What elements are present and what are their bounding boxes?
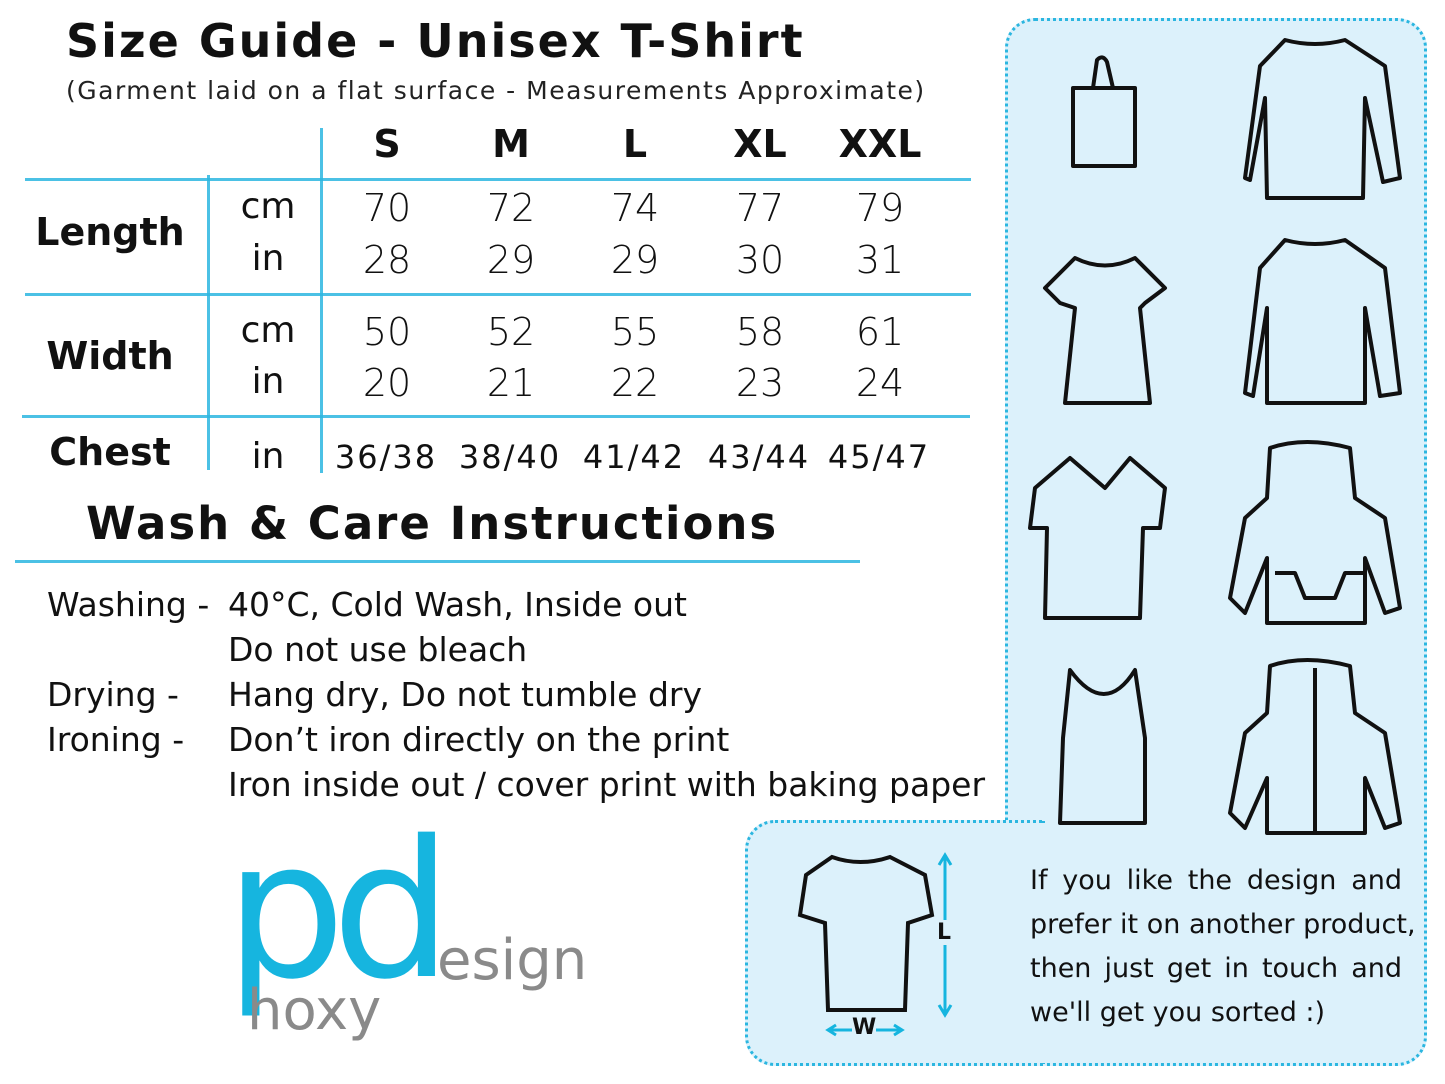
page-title: Size Guide - Unisex T-Shirt <box>66 14 805 68</box>
width-label: W <box>852 1015 877 1040</box>
message-line: then just get in touch and <box>1030 953 1402 984</box>
tank-top-icon <box>1058 668 1147 825</box>
care-label: Washing - <box>47 585 210 624</box>
logo-hoxy: hoxy <box>247 978 382 1043</box>
size-value: 29 <box>486 238 536 282</box>
zip-hoodie-icon <box>1228 658 1402 835</box>
row-label-width: Width <box>46 334 174 378</box>
size-value: 77 <box>735 186 785 230</box>
womens-tshirt-icon <box>1043 256 1167 405</box>
care-line: Hang dry, Do not tumble dry <box>228 675 702 714</box>
size-value: 50 <box>362 310 412 354</box>
unit-in: in <box>251 436 285 477</box>
size-value: 58 <box>735 310 785 354</box>
care-line: Iron inside out / cover print with bakin… <box>228 765 986 804</box>
unit-cm: cm <box>240 186 296 227</box>
message-line: If you like the design and <box>1030 865 1402 896</box>
chest-value: 38/40 <box>458 438 562 476</box>
size-value: 52 <box>486 310 536 354</box>
row-label-chest: Chest <box>49 430 171 474</box>
sweatshirt-icon <box>1243 238 1402 405</box>
size-value: 74 <box>610 186 660 230</box>
size-value: 72 <box>486 186 536 230</box>
divider <box>207 175 210 470</box>
divider <box>22 415 970 418</box>
size-value: 55 <box>610 310 660 354</box>
chest-value: 41/42 <box>582 438 686 476</box>
size-value: 70 <box>362 186 412 230</box>
unit-in: in <box>251 238 285 279</box>
care-line: Do not use bleach <box>228 630 528 669</box>
unit-in: in <box>251 361 285 402</box>
care-label: Ironing - <box>47 720 185 759</box>
chest-value: 36/38 <box>334 438 438 476</box>
size-value: 61 <box>855 310 905 354</box>
garment-panel <box>1005 18 1427 1066</box>
chest-value: 45/47 <box>827 438 931 476</box>
wash-title: Wash & Care Instructions <box>86 497 779 550</box>
subtitle: (Garment laid on a flat surface - Measur… <box>66 76 926 105</box>
row-label-length: Length <box>35 210 185 254</box>
size-value: 21 <box>486 361 536 405</box>
length-label: L <box>937 920 952 945</box>
logo-esign: esign <box>437 928 588 993</box>
care-label: Drying - <box>47 675 179 714</box>
divider <box>25 178 971 181</box>
size-header: XXL <box>838 122 922 166</box>
care-line: 40°C, Cold Wash, Inside out <box>228 585 687 624</box>
unit-cm: cm <box>240 310 296 351</box>
vneck-tshirt-icon <box>1028 456 1167 620</box>
size-value: 23 <box>735 361 785 405</box>
size-value: 30 <box>735 238 785 282</box>
size-header: S <box>373 122 401 166</box>
size-value: 20 <box>362 361 412 405</box>
care-line: Don’t iron directly on the print <box>228 720 730 759</box>
garment-icons <box>1028 38 1402 835</box>
chest-value: 43/44 <box>707 438 811 476</box>
size-value: 22 <box>610 361 660 405</box>
tshirt-measure-diagram <box>797 852 953 1037</box>
size-header: L <box>622 122 648 166</box>
tote-bag-icon <box>1071 55 1137 168</box>
logo-pd: pd <box>225 800 452 1021</box>
hoodie-icon <box>1228 440 1402 625</box>
divider <box>25 293 971 296</box>
tshirt-icon <box>797 854 935 1012</box>
divider <box>320 128 323 473</box>
size-header: XL <box>733 122 787 166</box>
size-header: M <box>492 122 530 166</box>
size-value: 29 <box>610 238 660 282</box>
divider <box>15 560 860 563</box>
message-line: prefer it on another product, <box>1030 909 1416 940</box>
long-sleeve-shirt-icon <box>1243 38 1402 200</box>
message-line: we'll get you sorted :) <box>1030 997 1326 1028</box>
size-value: 24 <box>855 361 905 405</box>
size-value: 31 <box>855 238 905 282</box>
size-value: 79 <box>855 186 905 230</box>
logo: pd esign hoxy <box>225 800 605 1050</box>
size-value: 28 <box>362 238 412 282</box>
